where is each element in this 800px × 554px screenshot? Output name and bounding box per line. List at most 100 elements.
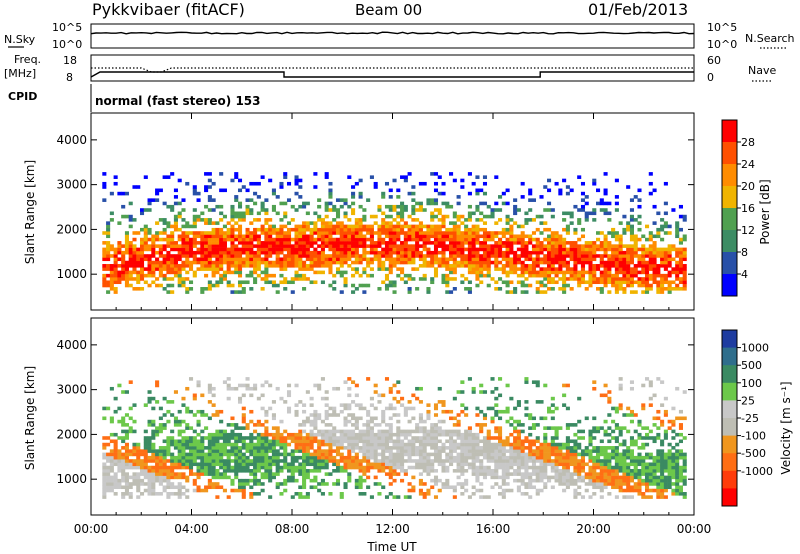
heatmap-cell [268,231,273,235]
heatmap-cell [498,442,503,447]
heatmap-cell [279,234,284,239]
heatmap-cell [143,455,148,460]
heatmap-cell [592,465,597,470]
heatmap-cell [550,280,555,285]
heatmap-cell [241,260,246,265]
heatmap-cell [317,237,322,242]
heatmap-cell [660,264,665,268]
heatmap-cell [177,488,182,493]
heatmap-cell [392,224,397,229]
heatmap-cell [494,231,499,235]
heatmap-cell [373,257,378,262]
heatmap-cell [181,442,186,447]
heatmap-cell [219,254,224,258]
heatmap-cell [403,221,408,225]
heatmap-cell [501,446,506,450]
heatmap-cell [603,254,608,258]
heatmap-cell [407,244,412,248]
heatmap-cell [603,383,608,388]
heatmap-cell [396,237,401,242]
heatmap-cell [486,429,491,434]
heatmap-cell [241,442,246,447]
heatmap-cell [317,270,322,275]
heatmap-cell [565,270,570,275]
heatmap-cell [501,452,506,457]
heatmap-cell [596,455,601,460]
heatmap-cell [528,241,533,245]
heatmap-cell [411,198,416,202]
heatmap-cell [155,250,160,255]
heatmap-cell [335,436,341,440]
heatmap-cell [162,459,167,463]
heatmap-cell [124,465,129,470]
heatmap-cell [565,247,570,252]
heatmap-cell [558,287,563,291]
heatmap-cell [324,442,329,447]
heatmap-cell [505,436,510,440]
heatmap-cell [260,270,265,275]
heatmap-cell [400,201,405,206]
heatmap-cell [237,224,243,229]
heatmap-cell [268,237,273,242]
heatmap-cell [335,211,341,216]
heatmap-cell [196,191,201,196]
heatmap-cell [369,426,374,430]
heatmap-cell [415,386,420,391]
heatmap-cell [132,277,137,281]
heatmap-cell [347,439,352,444]
heatmap-cell [441,442,446,447]
heatmap-cell [313,469,318,473]
heatmap-cell [343,459,348,463]
heatmap-cell [475,224,480,229]
colorbar-tick-label: 8 [741,246,748,259]
heatmap-cell [437,224,442,229]
heatmap-cell [143,254,148,258]
heatmap-cell [177,459,182,463]
heatmap-cell [479,429,484,434]
heatmap-cell [373,390,378,394]
heatmap-cell [219,267,224,271]
heatmap-cell [185,462,190,467]
heatmap-cell [139,273,145,278]
heatmap-cell [596,237,601,242]
heatmap-cell [558,260,563,265]
heatmap-cell [535,287,540,291]
heatmap-cell [588,270,593,275]
heatmap-cell [204,218,209,222]
heatmap-cell [618,250,623,255]
heatmap-cell [260,432,265,437]
heatmap-cell [354,250,359,255]
heatmap-cell [147,237,152,242]
heatmap-cell [381,452,386,457]
heatmap-cell [498,208,503,212]
heatmap-cell [207,264,212,268]
heatmap-cell [181,472,186,476]
heatmap-cell [294,413,299,417]
nave-tick-bottom: 0 [707,71,714,84]
heatmap-cell [535,254,540,258]
heatmap-cell [433,244,439,248]
heatmap-cell [433,442,439,447]
heatmap-cell [426,290,431,294]
heatmap-cell [317,432,322,437]
heatmap-cell [264,280,269,285]
heatmap-cell [637,247,642,252]
heatmap-cell [369,234,374,239]
heatmap-cell [207,478,212,483]
heatmap-cell [320,247,325,252]
heatmap-cell [222,475,227,480]
heatmap-cell [618,237,623,242]
heatmap-cell [241,264,246,268]
heatmap-cell [596,267,601,271]
heatmap-cell [313,237,318,242]
heatmap-cell [139,270,145,275]
heatmap-cell [580,234,586,239]
heatmap-cell [188,377,194,381]
heatmap-cell [573,446,578,450]
heatmap-cell [682,234,687,239]
heatmap-cell [614,264,619,268]
heatmap-cell [577,475,582,480]
heatmap-cell [626,280,631,285]
heatmap-cell [253,455,258,460]
